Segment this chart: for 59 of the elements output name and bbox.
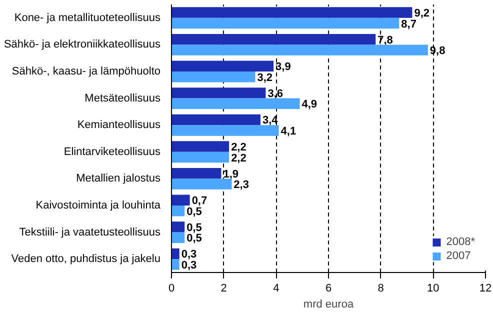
data-label: 9,2 (414, 8, 430, 20)
x-tick-label: 0 (168, 282, 175, 294)
bar (172, 141, 230, 152)
x-tick-label: 12 (479, 282, 492, 294)
data-label: 2,2 (231, 142, 246, 154)
bar (172, 125, 279, 136)
data-label: 0,7 (192, 195, 208, 208)
data-label: 0,5 (186, 206, 202, 218)
bar (172, 114, 260, 126)
legend-label: 2008* (446, 236, 475, 248)
y-tick-label: Metsäteollisuus (84, 92, 161, 104)
bar (172, 44, 428, 56)
data-label: 0,5 (186, 222, 202, 234)
y-tick-label: Kone- ja metallituoteteollisuus (14, 12, 161, 24)
x-tick-label: 8 (378, 282, 384, 294)
bar (172, 232, 185, 244)
data-label: 9,8 (430, 45, 446, 58)
bar (172, 60, 274, 72)
bar (172, 178, 232, 190)
bar (172, 18, 400, 29)
x-tick-label: 2 (220, 282, 227, 294)
bar (172, 98, 300, 110)
bar (172, 222, 185, 232)
y-tick-label: Tekstiili- ja vaatetusteollisuus (19, 226, 161, 238)
data-label: 4,1 (280, 125, 296, 138)
data-label: 4,9 (302, 98, 318, 111)
bar (172, 34, 376, 45)
data-label: 7,8 (378, 34, 393, 46)
bar (172, 206, 185, 216)
x-axis-title: mrd euroa (303, 298, 354, 310)
y-tick-label: Metallien jalostus (76, 172, 161, 185)
bar (172, 259, 180, 270)
x-tick-label: 10 (427, 282, 440, 294)
data-label: 8,7 (401, 18, 416, 30)
bar (172, 152, 230, 163)
data-label: 1,9 (223, 168, 239, 180)
y-tick-label: Sähkö-, kaasu- ja lämpöhuolto (12, 66, 161, 78)
x-tick-label: 6 (325, 282, 332, 294)
data-label: 0,3 (181, 259, 197, 272)
y-tick-label: Veden otto, puhdistus ja jakelu (11, 253, 161, 266)
data-label: 0,3 (181, 248, 197, 261)
data-label: 3,2 (257, 72, 273, 84)
y-tick-label: Sähkö- ja elektroniikkateollisuus (4, 38, 161, 51)
bar (172, 72, 256, 82)
data-label: 2,2 (231, 152, 246, 164)
y-tick-label: Elintarviketeollisuus (64, 146, 161, 158)
bar (172, 88, 266, 98)
bar (172, 194, 190, 206)
y-tick-label: Kaivostoiminta ja louhinta (36, 200, 162, 212)
bar (172, 7, 412, 18)
bar (172, 168, 222, 179)
x-tick-label: 4 (273, 282, 280, 294)
data-label: 2,3 (234, 179, 249, 192)
data-label: 0,5 (186, 232, 202, 245)
legend-label: 2007 (446, 250, 471, 262)
data-label: 3,6 (268, 88, 283, 100)
bar (172, 248, 180, 260)
y-tick-label: Kemianteollisuus (77, 119, 161, 132)
data-label: 3,9 (276, 61, 291, 74)
